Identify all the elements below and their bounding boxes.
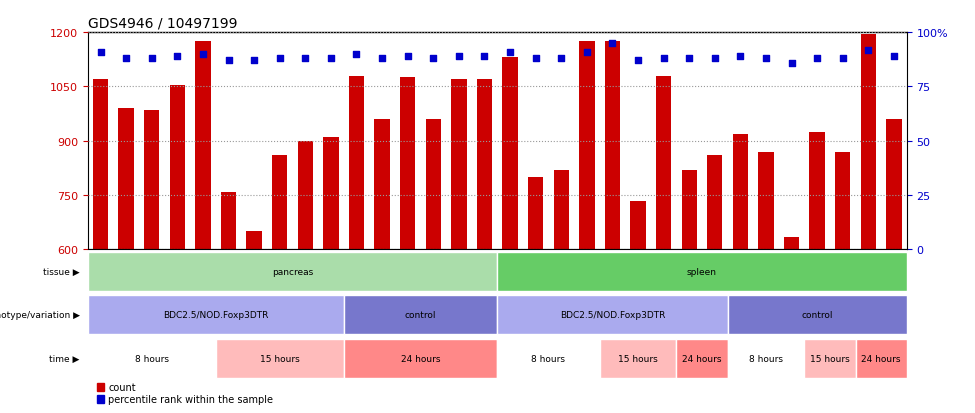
Text: 15 hours: 15 hours <box>810 354 850 363</box>
Bar <box>220 192 236 250</box>
Bar <box>247 232 261 250</box>
Bar <box>682 170 697 250</box>
Text: control: control <box>801 311 833 319</box>
Point <box>272 56 288 62</box>
Point <box>554 56 569 62</box>
Bar <box>425 120 441 250</box>
Text: 24 hours: 24 hours <box>861 354 901 363</box>
Point <box>630 58 645 64</box>
Point <box>93 49 108 56</box>
Bar <box>804 339 856 378</box>
Point <box>220 58 236 64</box>
Bar <box>88 339 215 378</box>
Point <box>732 54 748 60</box>
Text: genotype/variation ▶: genotype/variation ▶ <box>0 311 80 319</box>
Bar <box>856 339 907 378</box>
Bar <box>195 42 211 250</box>
Point <box>118 56 134 62</box>
Bar <box>88 252 497 291</box>
Point <box>682 56 697 62</box>
Bar <box>144 111 160 250</box>
Text: 8 hours: 8 hours <box>531 354 565 363</box>
Point <box>144 56 160 62</box>
Bar <box>119 109 134 250</box>
Bar <box>528 178 543 250</box>
Point <box>759 56 774 62</box>
Point <box>527 56 543 62</box>
Bar <box>727 295 907 335</box>
Bar <box>170 85 185 250</box>
Bar <box>497 252 907 291</box>
Point <box>809 56 825 62</box>
Point <box>502 49 518 56</box>
Bar <box>861 35 877 250</box>
Point <box>835 56 850 62</box>
Point <box>861 47 877 54</box>
Bar <box>579 42 595 250</box>
Point <box>323 56 338 62</box>
Bar <box>497 295 727 335</box>
Bar <box>600 339 677 378</box>
Point <box>400 54 415 60</box>
Text: tissue ▶: tissue ▶ <box>43 267 80 276</box>
Bar <box>502 58 518 250</box>
Text: BDC2.5/NOD.Foxp3DTR: BDC2.5/NOD.Foxp3DTR <box>163 311 268 319</box>
Text: 15 hours: 15 hours <box>259 354 299 363</box>
Bar <box>88 295 343 335</box>
Text: 24 hours: 24 hours <box>401 354 441 363</box>
Bar <box>93 80 108 250</box>
Text: 8 hours: 8 hours <box>749 354 783 363</box>
Point <box>604 40 620 47</box>
Point <box>477 54 492 60</box>
Text: 24 hours: 24 hours <box>682 354 722 363</box>
Text: GDS4946 / 10497199: GDS4946 / 10497199 <box>88 17 237 31</box>
Bar <box>727 339 804 378</box>
Point <box>886 54 902 60</box>
Point <box>247 58 262 64</box>
Point <box>297 56 313 62</box>
Bar <box>656 76 671 250</box>
Bar <box>707 156 722 250</box>
Bar <box>477 80 492 250</box>
Point <box>707 56 722 62</box>
Point <box>349 51 365 58</box>
Bar <box>554 170 569 250</box>
Bar <box>604 42 620 250</box>
Text: spleen: spleen <box>687 267 717 276</box>
Bar <box>343 339 497 378</box>
Text: 8 hours: 8 hours <box>135 354 169 363</box>
Bar <box>677 339 727 378</box>
Bar <box>374 120 390 250</box>
Text: control: control <box>405 311 436 319</box>
Text: pancreas: pancreas <box>272 267 313 276</box>
Point <box>451 54 467 60</box>
Point <box>195 51 211 58</box>
Bar <box>886 120 902 250</box>
Bar <box>272 156 288 250</box>
Bar <box>497 339 600 378</box>
Point <box>784 60 800 66</box>
Text: time ▶: time ▶ <box>49 354 80 363</box>
Bar <box>759 152 774 250</box>
Point <box>170 54 185 60</box>
Bar <box>784 237 800 250</box>
Bar <box>809 133 825 250</box>
Text: 15 hours: 15 hours <box>618 354 658 363</box>
Bar <box>343 295 497 335</box>
Point <box>425 56 441 62</box>
Bar <box>323 138 338 250</box>
Bar <box>349 76 364 250</box>
Point <box>374 56 390 62</box>
Bar <box>400 78 415 250</box>
Point <box>656 56 672 62</box>
Text: BDC2.5/NOD.Foxp3DTR: BDC2.5/NOD.Foxp3DTR <box>560 311 665 319</box>
Bar <box>215 339 343 378</box>
Bar <box>630 201 645 250</box>
Bar <box>835 152 850 250</box>
Legend: count, percentile rank within the sample: count, percentile rank within the sample <box>93 378 277 408</box>
Bar <box>451 80 466 250</box>
Bar <box>297 142 313 250</box>
Bar <box>733 134 748 250</box>
Point <box>579 49 595 56</box>
